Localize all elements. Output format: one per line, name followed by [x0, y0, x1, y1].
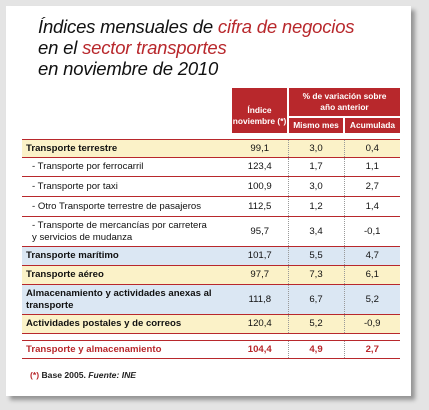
row-mismo-mes: 6,7 — [287, 284, 344, 315]
footnote-asterisk: (*) — [30, 370, 40, 380]
row-mismo-mes: 3,4 — [287, 216, 344, 247]
row-indice: 95,7 — [232, 216, 288, 247]
row-acumulada: 2,7 — [343, 340, 400, 359]
title-line1-a: Índices mensuales de — [38, 16, 218, 37]
row-label: - Otro Transporte terrestre de pasajeros — [22, 196, 232, 217]
table-row: - Transporte por taxi 100,9 3,0 2,7 — [22, 176, 400, 197]
row-label: Transporte y almacenamiento — [22, 340, 232, 359]
title-line2-a: en el — [38, 37, 83, 58]
row-mismo-mes: 7,3 — [287, 265, 344, 285]
total-row: Transporte y almacenamiento 104,4 4,9 2,… — [22, 340, 400, 359]
header-noviembre-label: noviembre (*) — [232, 115, 287, 126]
row-indice: 112,5 — [232, 196, 288, 217]
row-label: Almacenamiento y actividades anexas al t… — [22, 284, 232, 315]
row-label: - Transporte de mercancías por carretera… — [22, 216, 232, 247]
row-indice: 120,4 — [232, 314, 288, 334]
row-label: - Transporte por taxi — [22, 176, 232, 197]
row-acumulada: 0,4 — [343, 139, 400, 158]
header-variacion: % de variación sobre año anterior — [288, 88, 400, 117]
row-acumulada: 2,7 — [343, 176, 400, 197]
title-line2-b: sector transportes — [82, 37, 227, 58]
row-acumulada: 5,2 — [343, 284, 400, 315]
header-indice: Índice noviembre (*) — [232, 88, 289, 133]
row-acumulada: -0,1 — [343, 216, 400, 247]
table-row: - Transporte por ferrocarril 123,4 1,7 1… — [22, 157, 400, 177]
row-mismo-mes: 3,0 — [287, 139, 344, 158]
table-row: Almacenamiento y actividades anexas al t… — [22, 284, 400, 315]
footnote-source: Fuente: INE — [88, 370, 137, 380]
footnote-base: Base 2005. — [41, 370, 86, 380]
page-title: Índices mensuales de cifra de negocios e… — [38, 16, 408, 79]
title-line3: en noviembre de 2010 — [38, 58, 219, 79]
row-acumulada: 1,4 — [343, 196, 400, 217]
header-indice-label: Índice — [247, 104, 272, 115]
footnote: (*) Base 2005. Fuente: INE — [30, 370, 136, 380]
row-acumulada: 4,7 — [343, 246, 400, 266]
row-label: - Transporte por ferrocarril — [22, 157, 232, 177]
header-acumulada: Acumulada — [344, 116, 400, 133]
table-row: Transporte marítimo 101,7 5,5 4,7 — [22, 246, 400, 266]
row-label: Actividades postales y de correos — [22, 314, 232, 334]
row-acumulada: 6,1 — [343, 265, 400, 285]
data-table: Índice noviembre (*) % de variación sobr… — [22, 88, 400, 359]
row-indice: 99,1 — [232, 139, 288, 158]
row-mismo-mes: 5,5 — [287, 246, 344, 266]
row-indice: 97,7 — [232, 265, 288, 285]
row-mismo-mes: 5,2 — [287, 314, 344, 334]
table-row: - Otro Transporte terrestre de pasajeros… — [22, 196, 400, 217]
row-acumulada: -0,9 — [343, 314, 400, 334]
row-label: Transporte marítimo — [22, 246, 232, 266]
row-mismo-mes: 4,9 — [287, 340, 344, 359]
row-acumulada: 1,1 — [343, 157, 400, 177]
header-mismo-mes: Mismo mes — [288, 116, 345, 133]
table-row: Transporte terrestre 99,1 3,0 0,4 — [22, 139, 400, 158]
table-row: Actividades postales y de correos 120,4 … — [22, 314, 400, 334]
row-mismo-mes: 1,2 — [287, 196, 344, 217]
row-mismo-mes: 3,0 — [287, 176, 344, 197]
title-line1-b: cifra de negocios — [217, 16, 355, 37]
row-indice: 100,9 — [232, 176, 288, 197]
row-indice: 101,7 — [232, 246, 288, 266]
row-indice: 104,4 — [232, 340, 288, 359]
table-row: - Transporte de mercancías por carretera… — [22, 216, 400, 247]
row-mismo-mes: 1,7 — [287, 157, 344, 177]
row-label: Transporte aéreo — [22, 265, 232, 285]
row-label: Transporte terrestre — [22, 139, 232, 158]
row-indice: 123,4 — [232, 157, 288, 177]
table-row: Transporte aéreo 97,7 7,3 6,1 — [22, 265, 400, 285]
row-indice: 111,8 — [232, 284, 288, 315]
